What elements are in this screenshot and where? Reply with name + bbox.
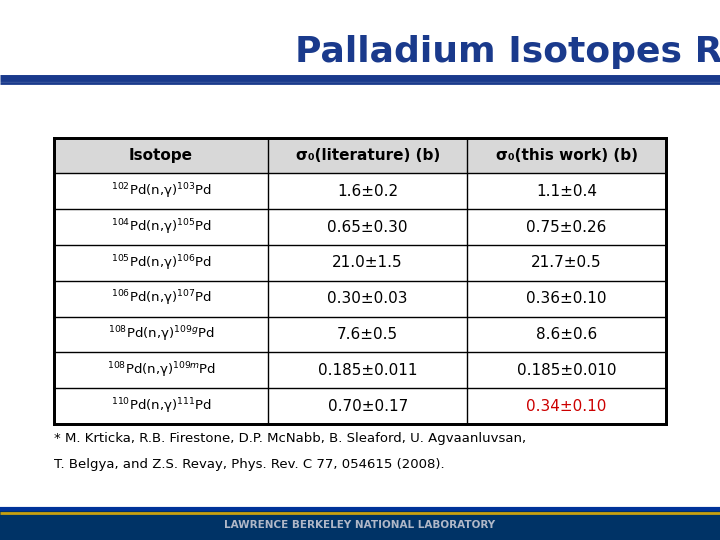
Text: $^{110}$Pd(n,γ)$^{111}$Pd: $^{110}$Pd(n,γ)$^{111}$Pd bbox=[111, 396, 212, 416]
Text: 21.0±1.5: 21.0±1.5 bbox=[333, 255, 403, 271]
Text: $^{108}$Pd(n,γ)$^{109m}$Pd: $^{108}$Pd(n,γ)$^{109m}$Pd bbox=[107, 360, 215, 380]
Text: 0.34±0.10: 0.34±0.10 bbox=[526, 399, 607, 414]
Text: 0.185±0.011: 0.185±0.011 bbox=[318, 363, 418, 378]
Text: σ₀(literature) (b): σ₀(literature) (b) bbox=[295, 148, 440, 163]
Text: * M. Krticka, R.B. Firestone, D.P. McNabb, B. Sleaford, U. Agvaanluvsan,: * M. Krticka, R.B. Firestone, D.P. McNab… bbox=[54, 432, 526, 445]
Text: 0.65±0.30: 0.65±0.30 bbox=[328, 220, 408, 235]
Bar bbox=[0, 510, 720, 540]
Text: 21.7±0.5: 21.7±0.5 bbox=[531, 255, 602, 271]
Text: $^{102}$Pd(n,γ)$^{103}$Pd: $^{102}$Pd(n,γ)$^{103}$Pd bbox=[111, 181, 212, 201]
Text: 0.185±0.010: 0.185±0.010 bbox=[517, 363, 616, 378]
Text: Palladium Isotopes Results*: Palladium Isotopes Results* bbox=[295, 35, 720, 69]
Text: 8.6±0.6: 8.6±0.6 bbox=[536, 327, 597, 342]
Bar bbox=[54, 138, 666, 424]
Text: 0.36±0.10: 0.36±0.10 bbox=[526, 291, 607, 306]
Text: $^{106}$Pd(n,γ)$^{107}$Pd: $^{106}$Pd(n,γ)$^{107}$Pd bbox=[111, 289, 212, 308]
Text: 1.1±0.4: 1.1±0.4 bbox=[536, 184, 597, 199]
Text: T. Belgya, and Z.S. Revay, Phys. Rev. C 77, 054615 (2008).: T. Belgya, and Z.S. Revay, Phys. Rev. C … bbox=[54, 458, 445, 471]
Text: 0.30±0.03: 0.30±0.03 bbox=[328, 291, 408, 306]
Text: 7.6±0.5: 7.6±0.5 bbox=[337, 327, 398, 342]
Bar bbox=[54, 138, 666, 173]
Text: 1.6±0.2: 1.6±0.2 bbox=[337, 184, 398, 199]
Text: LAWRENCE BERKELEY NATIONAL LABORATORY: LAWRENCE BERKELEY NATIONAL LABORATORY bbox=[225, 521, 495, 530]
Text: Isotope: Isotope bbox=[129, 148, 193, 163]
Text: 0.70±0.17: 0.70±0.17 bbox=[328, 399, 408, 414]
Text: σ₀(this work) (b): σ₀(this work) (b) bbox=[495, 148, 637, 163]
Text: 0.75±0.26: 0.75±0.26 bbox=[526, 220, 607, 235]
Text: $^{108}$Pd(n,γ)$^{109g}$Pd: $^{108}$Pd(n,γ)$^{109g}$Pd bbox=[108, 325, 215, 345]
Text: $^{104}$Pd(n,γ)$^{105}$Pd: $^{104}$Pd(n,γ)$^{105}$Pd bbox=[111, 217, 212, 237]
Text: $^{105}$Pd(n,γ)$^{106}$Pd: $^{105}$Pd(n,γ)$^{106}$Pd bbox=[111, 253, 212, 273]
